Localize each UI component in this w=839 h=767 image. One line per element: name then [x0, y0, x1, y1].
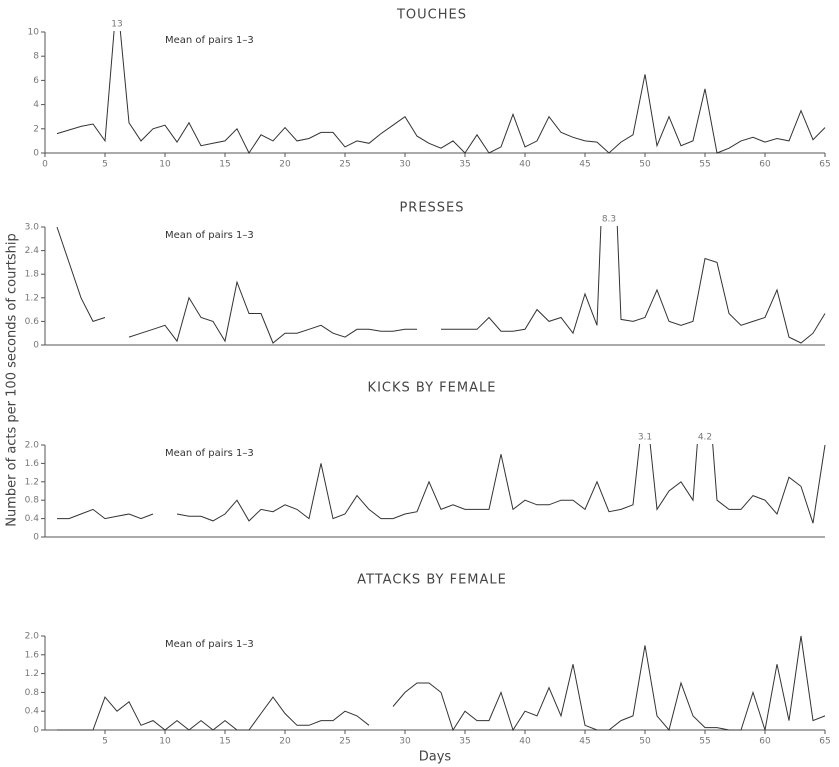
x-tick-label: 45 — [579, 160, 590, 170]
y-tick-label: 1.2 — [25, 669, 39, 679]
peak-label: 13 — [111, 20, 122, 30]
y-tick-label: 2.0 — [25, 441, 40, 451]
x-axis-label: Days — [419, 750, 452, 765]
y-tick-label: 0.8 — [25, 688, 40, 698]
y-tick-label: 8 — [33, 52, 39, 62]
x-tick-label: 30 — [399, 160, 411, 170]
x-tick-label: 15 — [219, 160, 230, 170]
y-tick-label: 0.4 — [25, 707, 40, 717]
y-tick-label: 0.8 — [25, 496, 40, 506]
y-tick-label: 3.0 — [25, 223, 40, 233]
y-tick-label: 1.6 — [25, 650, 40, 660]
y-tick-label: 2.4 — [25, 246, 40, 256]
y-tick-label: 1.2 — [25, 293, 39, 303]
x-tick-label: 55 — [699, 737, 710, 747]
x-tick-label: 25 — [339, 160, 350, 170]
y-tick-label: 0 — [33, 533, 39, 543]
x-tick-label: 45 — [579, 737, 590, 747]
y-tick-label: 1.8 — [25, 270, 40, 280]
x-tick-label: 5 — [102, 737, 108, 747]
panel-title: TOUCHES — [396, 8, 467, 23]
panel-title: ATTACKS BY FEMALE — [357, 573, 507, 588]
x-tick-label: 10 — [159, 737, 171, 747]
x-tick-label: 65 — [819, 160, 830, 170]
x-tick-label: 50 — [639, 737, 651, 747]
y-tick-label: 1.6 — [25, 459, 40, 469]
x-tick-label: 60 — [759, 737, 771, 747]
panel-title: PRESSES — [399, 201, 464, 216]
data-line — [57, 444, 826, 524]
x-tick-label: 5 — [102, 160, 108, 170]
panel-title: KICKS BY FEMALE — [368, 381, 497, 396]
y-tick-label: 2.0 — [25, 632, 40, 642]
x-tick-label: 20 — [279, 160, 291, 170]
y-tick-label: 6 — [33, 76, 39, 86]
y-tick-label: 2 — [33, 124, 39, 134]
x-tick-label: 0 — [42, 160, 48, 170]
y-tick-label: 10 — [28, 28, 40, 38]
x-tick-label: 60 — [759, 160, 771, 170]
x-tick-label: 35 — [459, 737, 470, 747]
y-tick-label: 0 — [33, 726, 39, 736]
x-tick-label: 30 — [399, 737, 411, 747]
x-tick-label: 40 — [519, 160, 531, 170]
x-tick-label: 65 — [819, 737, 830, 747]
y-tick-label: 4 — [33, 100, 39, 110]
x-tick-label: 10 — [159, 160, 171, 170]
x-tick-label: 20 — [279, 737, 291, 747]
y-tick-label: 1.2 — [25, 477, 39, 487]
x-tick-label: 40 — [519, 737, 531, 747]
data-line — [57, 635, 826, 731]
data-line — [56, 31, 826, 154]
data-line — [56, 226, 826, 344]
x-tick-label: 55 — [699, 160, 710, 170]
y-axis-label: Number of acts per 100 seconds of courts… — [5, 233, 20, 526]
peak-label: 4.2 — [698, 433, 712, 443]
y-tick-label: 0 — [33, 149, 39, 159]
x-tick-label: 15 — [219, 737, 230, 747]
x-tick-label: 50 — [639, 160, 651, 170]
annotation: Mean of pairs 1–3 — [165, 35, 254, 46]
x-tick-label: 35 — [459, 160, 470, 170]
peak-label: 3.1 — [638, 433, 652, 443]
y-tick-label: 0 — [33, 341, 39, 351]
y-tick-label: 0.6 — [25, 317, 40, 327]
annotation: Mean of pairs 1–3 — [165, 230, 254, 241]
annotation: Mean of pairs 1–3 — [165, 448, 254, 459]
y-tick-label: 0.4 — [25, 514, 40, 524]
peak-label: 8.3 — [602, 215, 616, 225]
annotation: Mean of pairs 1–3 — [165, 639, 254, 650]
x-tick-label: 25 — [339, 737, 350, 747]
